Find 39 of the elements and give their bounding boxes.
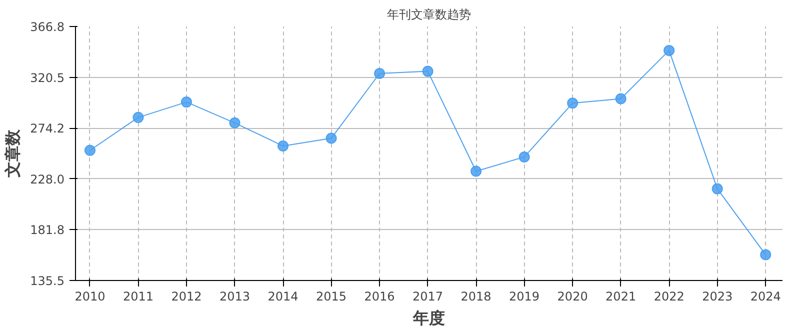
x-tick-label: 2015 bbox=[316, 290, 347, 304]
x-tick-label: 2014 bbox=[268, 290, 298, 304]
y-tick-label: 228.0 bbox=[30, 172, 65, 186]
point bbox=[615, 93, 626, 104]
y-tick-label: 274.2 bbox=[30, 122, 65, 136]
chart-title: 年刊文章数趋势 bbox=[387, 8, 471, 22]
x-tick-label: 2019 bbox=[509, 290, 540, 304]
x-tick-label: 2013 bbox=[219, 290, 250, 304]
point bbox=[712, 183, 723, 194]
point bbox=[326, 132, 337, 144]
y-axis-title: 文章数 bbox=[3, 128, 22, 178]
x-tick-label: 2018 bbox=[460, 290, 492, 304]
point bbox=[518, 151, 530, 162]
y-tick-label: 320.5 bbox=[30, 70, 65, 85]
x-tick-label: 2023 bbox=[702, 290, 733, 304]
point bbox=[470, 166, 482, 177]
y-tick-label: 366.8 bbox=[30, 20, 65, 34]
x-tick-label: 2024 bbox=[750, 290, 781, 304]
point bbox=[374, 68, 386, 79]
point bbox=[278, 140, 289, 152]
x-tick-label: 2017 bbox=[412, 290, 444, 304]
x-tick-label: 2012 bbox=[171, 290, 202, 304]
x-tick-label: 2010 bbox=[74, 290, 106, 304]
point bbox=[664, 44, 675, 56]
x-tick-label: 2020 bbox=[557, 290, 588, 304]
x-tick-label: 2011 bbox=[122, 290, 154, 304]
point bbox=[180, 96, 192, 108]
x-tick-label: 2021 bbox=[606, 290, 636, 304]
point bbox=[132, 112, 144, 123]
point bbox=[422, 66, 434, 77]
x-axis-title: 年度 bbox=[412, 308, 445, 328]
y-tick-label: 181.8 bbox=[30, 223, 65, 238]
x-tick-label: 2016 bbox=[364, 290, 395, 304]
point bbox=[567, 98, 578, 109]
x-tick-label: 2022 bbox=[654, 290, 684, 304]
point bbox=[229, 117, 240, 128]
point bbox=[84, 144, 96, 156]
point bbox=[760, 249, 772, 260]
y-tick-label: 135.5 bbox=[30, 274, 65, 288]
